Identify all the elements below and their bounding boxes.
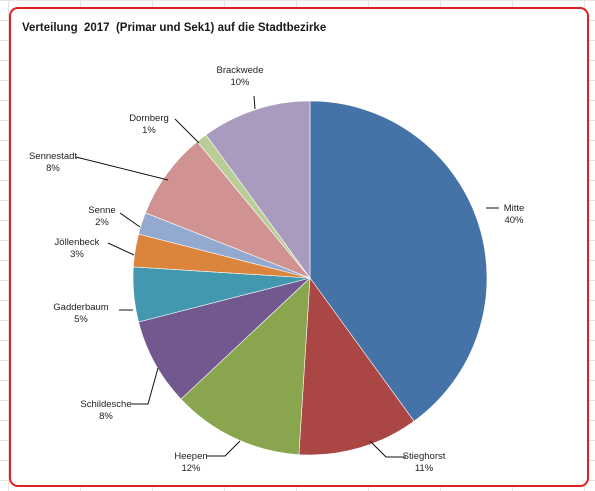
data-label-percent-mitte: 40% [504,215,524,226]
data-label-percent-dornberg: 1% [142,125,156,136]
leader-line-heepen [206,440,241,457]
leader-line-senne [119,212,141,228]
data-label-percent-senne: 2% [95,217,109,228]
leader-line-brackwede [253,95,256,110]
chart-title: Verteilung 2017 (Primar und Sek1) auf di… [22,22,327,34]
leader-line-schildesche [131,367,159,405]
data-label-name-stieghorst: Stieghorst [403,451,446,462]
leader-line-sennestadt [75,156,169,181]
data-label-name-schildesche: Schildesche [80,399,131,410]
pie-slice-brackwede[interactable] [205,100,311,279]
leader-line-joellenbeck [107,242,135,256]
data-label-name-dornberg: Dornberg [129,113,169,124]
leader-line-dornberg [174,118,200,144]
pie-slice-stieghorst[interactable] [298,277,415,456]
data-label-percent-brackwede: 10% [230,77,250,88]
data-label-percent-gadderbaum: 5% [74,314,88,325]
data-label-name-joellenbeck: Jöllenbeck [55,237,100,248]
data-label-percent-stieghorst: 11% [415,463,434,474]
pie-slice-schildesche[interactable] [138,277,311,400]
data-label-percent-heepen: 12% [181,463,201,474]
data-label-name-senne: Senne [88,205,115,216]
data-label-name-brackwede: Brackwede [217,65,264,76]
pie-slice-heepen[interactable] [180,277,311,455]
data-label-name-mitte: Mitte [504,203,525,214]
pie-slice-mitte[interactable] [309,100,488,422]
leader-line-stieghorst [369,440,406,458]
data-label-percent-sennestadt: 8% [46,163,60,174]
pie-slice-sennestadt[interactable] [145,141,311,279]
data-label-name-sennestadt: Sennestadt [29,151,77,162]
data-label-name-heepen: Heepen [174,451,207,462]
data-label-percent-joellenbeck: 3% [70,249,84,260]
data-label-percent-schildesche: 8% [99,411,113,422]
data-label-name-gadderbaum: Gadderbaum [53,302,109,313]
